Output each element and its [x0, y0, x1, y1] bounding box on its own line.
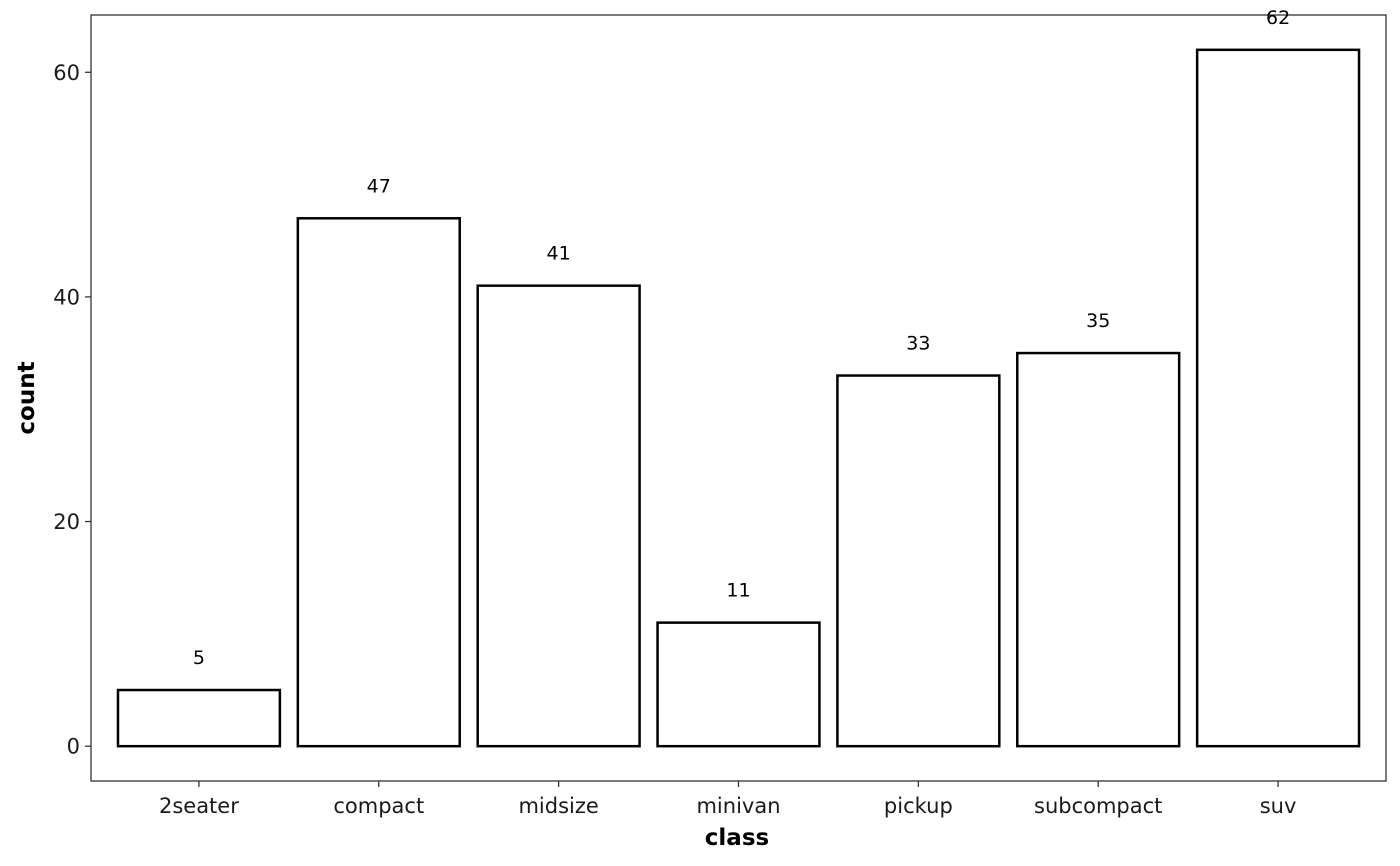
y-axis-title: count — [14, 361, 40, 434]
y-tick-label-20: 20 — [53, 510, 80, 534]
y-tick-label-0: 0 — [67, 735, 80, 759]
bar-subcompact — [1016, 351, 1181, 748]
data-label-minivan: 11 — [726, 580, 750, 602]
x-axis: 2seater compact midsize minivan pickup subcom… — [159, 781, 1296, 818]
data-label-pickup: 33 — [906, 333, 930, 355]
x-tick-label-minivan: minivan — [696, 794, 780, 818]
data-label-2seater: 5 — [193, 647, 205, 669]
bar-minivan — [656, 621, 821, 748]
bar-2seater — [116, 688, 282, 748]
data-label-subcompact: 35 — [1086, 310, 1110, 332]
x-tick-label-pickup: pickup — [884, 794, 953, 818]
y-tick-label-40: 40 — [53, 285, 80, 309]
data-label-suv: 62 — [1266, 7, 1290, 29]
x-tick-label-subcompact: subcompact — [1034, 794, 1162, 818]
bar-midsize — [476, 284, 641, 748]
x-tick-label-compact: compact — [333, 794, 424, 818]
x-tick-label-suv: suv — [1260, 794, 1297, 818]
data-label-compact: 47 — [367, 175, 391, 197]
bars-layer — [116, 48, 1361, 748]
data-label-midsize: 41 — [547, 243, 571, 265]
bar-pickup — [836, 374, 1001, 748]
x-tick-label-midsize: midsize — [518, 794, 598, 818]
x-axis-title: class — [705, 825, 769, 851]
data-labels-layer: 5 47 41 11 33 35 62 — [193, 7, 1290, 669]
x-tick-label-2seater: 2seater — [159, 794, 239, 818]
y-tick-label-60: 60 — [53, 61, 80, 85]
bar-suv — [1195, 48, 1361, 748]
bar-compact — [296, 217, 461, 748]
y-axis: 0 20 40 60 — [53, 61, 91, 759]
